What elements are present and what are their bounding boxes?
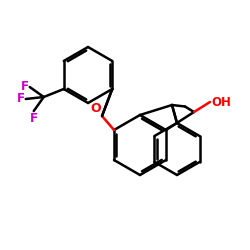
Text: F: F <box>30 112 38 125</box>
Text: F: F <box>21 80 29 94</box>
Text: O: O <box>90 102 101 115</box>
Text: F: F <box>17 92 25 106</box>
Text: OH: OH <box>211 96 231 108</box>
